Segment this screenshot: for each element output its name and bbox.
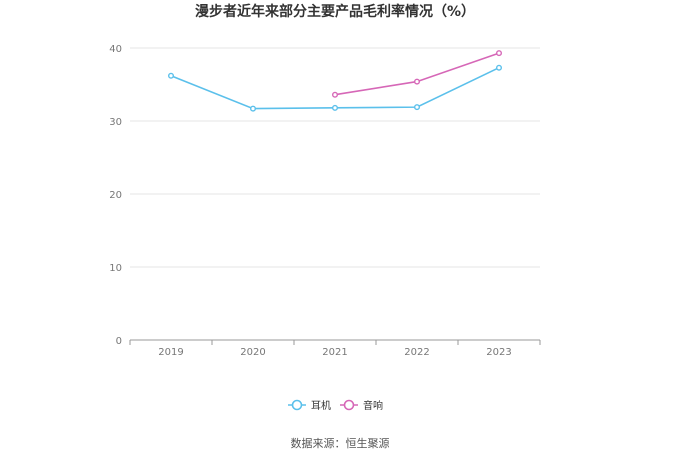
x-tick-label: 2023: [486, 347, 511, 358]
data-point: [332, 104, 339, 111]
x-axis-ticks: 2019 2020 2021 2022 2023: [129, 340, 541, 358]
data-point: [414, 78, 421, 85]
x-tick-label: 2021: [322, 347, 347, 358]
legend-label: 音响: [363, 399, 383, 412]
x-tick-label: 2020: [240, 347, 265, 358]
legend: 耳机 音响: [288, 399, 383, 412]
series-line-1: [334, 52, 500, 96]
legend-marker: [291, 399, 303, 411]
x-tick-label: 2022: [404, 347, 429, 358]
data-point: [167, 72, 174, 79]
data-point: [414, 104, 421, 111]
legend-marker: [343, 399, 355, 411]
legend-label: 耳机: [311, 399, 331, 412]
chart-title: 漫步者近年来部分主要产品毛利率情况（%）: [195, 3, 475, 20]
data-point: [332, 91, 339, 98]
y-tick-label: 20: [109, 190, 122, 201]
data-source: 数据来源：恒生聚源: [291, 436, 390, 450]
x-tick-label: 2019: [158, 347, 183, 358]
series-group: [167, 50, 503, 112]
y-tick-label: 10: [109, 263, 122, 274]
data-point: [496, 50, 503, 57]
data-point: [249, 105, 256, 112]
gridlines: [130, 47, 540, 268]
y-tick-label: 30: [109, 117, 122, 128]
y-tick-label: 0: [116, 336, 122, 347]
data-point: [496, 64, 503, 71]
series-line-0: [170, 66, 500, 110]
y-axis-ticks: 0 10 20 30 40: [109, 44, 122, 347]
y-tick-label: 40: [109, 44, 122, 55]
